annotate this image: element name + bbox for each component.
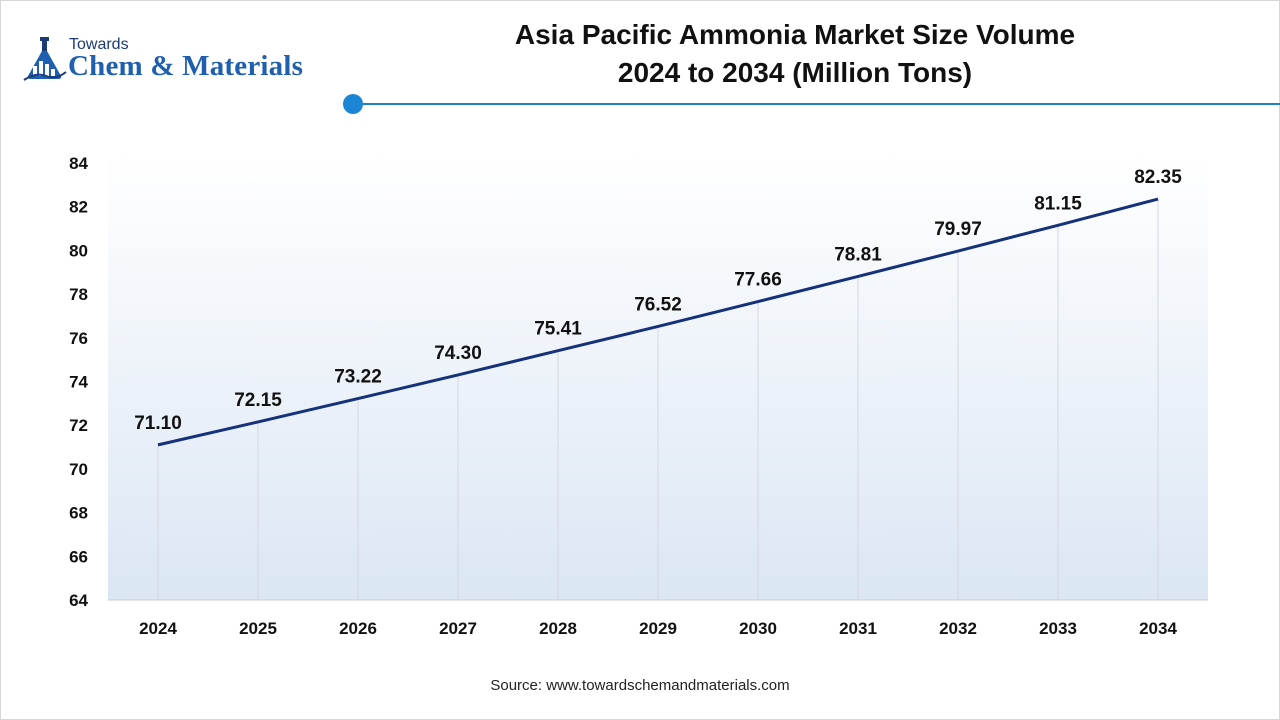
y-tick-label: 78: [69, 285, 88, 304]
chart-title-line2: 2024 to 2034 (Million Tons): [617, 57, 973, 88]
y-tick-label: 76: [69, 329, 88, 348]
logo: Towards Chem & Materials: [22, 36, 342, 88]
x-tick-label: 2030: [739, 619, 777, 638]
series-line: [157, 197, 1159, 447]
data-label: 81.15: [1034, 193, 1082, 214]
y-tick-label: 64: [69, 591, 88, 610]
chart-title-line1: Asia Pacific Ammonia Market Size Volume: [514, 19, 1076, 50]
x-tick-label: 2028: [539, 619, 577, 638]
logo-main-text: Chem & Materials: [68, 50, 304, 82]
y-tick-label: 74: [69, 373, 88, 392]
data-label: 73.22: [334, 367, 382, 388]
x-tick-label: 2032: [939, 619, 977, 638]
data-label: 74.30: [434, 343, 482, 364]
flask-icon: [23, 37, 67, 81]
x-tick-label: 2025: [239, 619, 277, 638]
y-tick-label: 84: [69, 154, 88, 173]
y-tick-label: 66: [69, 547, 88, 566]
y-tick-label: 72: [69, 416, 88, 435]
source-note: Source: www.towardschemandmaterials.com: [490, 677, 790, 694]
chart-title: Asia Pacific Ammonia Market Size Volume …: [420, 16, 1170, 92]
logo-top-text: Towards: [69, 36, 129, 53]
data-label: 77.66: [734, 270, 782, 291]
data-label: 76.52: [634, 294, 682, 315]
x-tick-label: 2033: [1039, 619, 1077, 638]
y-tick-label: 70: [69, 460, 88, 479]
data-label: 71.10: [134, 413, 182, 434]
data-label: 82.35: [1134, 167, 1182, 188]
data-label: 75.41: [534, 319, 582, 340]
y-tick-label: 80: [69, 241, 88, 260]
x-tick-label: 2029: [639, 619, 677, 638]
title-rule-dot: [343, 94, 363, 114]
x-tick-label: 2024: [139, 619, 177, 638]
x-tick-label: 2026: [339, 619, 377, 638]
data-label: 78.81: [834, 244, 882, 265]
title-rule: [352, 103, 1280, 105]
data-label: 72.15: [234, 390, 282, 411]
x-tick-label: 2031: [839, 619, 877, 638]
data-label: 79.97: [934, 219, 982, 240]
x-tick-label: 2034: [1139, 619, 1177, 638]
y-tick-label: 82: [69, 198, 88, 217]
x-tick-label: 2027: [439, 619, 477, 638]
y-tick-label: 68: [69, 504, 88, 523]
